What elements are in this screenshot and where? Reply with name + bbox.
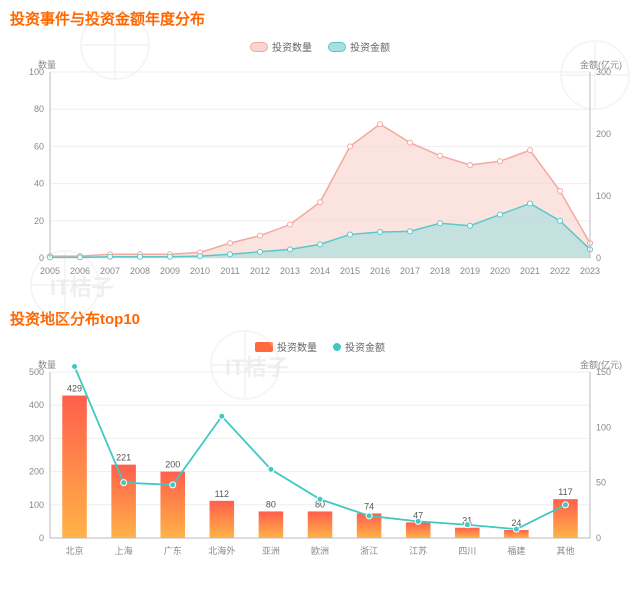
svg-text:0: 0 — [39, 533, 44, 543]
svg-text:400: 400 — [29, 400, 44, 410]
svg-text:2017: 2017 — [400, 266, 420, 276]
y-left-label: 数量 — [38, 58, 56, 71]
chart2-title: 投资地区分布top10 — [10, 308, 630, 329]
svg-text:20: 20 — [34, 216, 44, 226]
chart2-plot: 数量 金额(亿元) 0100200300400500050100150429北京… — [10, 360, 630, 560]
y-right-label: 金额(亿元) — [580, 358, 622, 371]
svg-text:2005: 2005 — [40, 266, 60, 276]
svg-text:福建: 福建 — [507, 545, 525, 556]
svg-text:100: 100 — [596, 422, 611, 432]
chart1-title: 投资事件与投资金额年度分布 — [10, 8, 630, 29]
svg-text:2021: 2021 — [520, 266, 540, 276]
y-right-label: 金额(亿元) — [580, 58, 622, 71]
svg-text:2015: 2015 — [340, 266, 360, 276]
svg-text:江苏: 江苏 — [409, 545, 427, 556]
legend-label: 投资数量 — [277, 339, 317, 354]
svg-text:浙江: 浙江 — [360, 545, 378, 556]
svg-text:2007: 2007 — [100, 266, 120, 276]
svg-text:50: 50 — [596, 478, 606, 488]
svg-text:100: 100 — [29, 500, 44, 510]
svg-text:60: 60 — [34, 141, 44, 151]
legend-swatch-amount — [333, 343, 341, 351]
svg-text:117: 117 — [558, 487, 572, 497]
svg-text:2023: 2023 — [580, 266, 600, 276]
chart1-legend: 投资数量 投资金额 — [10, 39, 630, 54]
svg-text:112: 112 — [215, 489, 229, 499]
svg-text:2022: 2022 — [550, 266, 570, 276]
svg-text:2013: 2013 — [280, 266, 300, 276]
svg-text:80: 80 — [266, 499, 276, 509]
svg-text:其他: 其他 — [556, 545, 574, 556]
svg-text:欧洲: 欧洲 — [311, 545, 329, 556]
svg-text:四川: 四川 — [458, 546, 476, 556]
svg-text:200: 200 — [596, 129, 611, 139]
svg-text:200: 200 — [165, 460, 180, 470]
svg-text:40: 40 — [34, 179, 44, 189]
svg-text:上海: 上海 — [115, 545, 133, 556]
legend-label: 投资金额 — [350, 39, 390, 54]
legend-swatch-count — [250, 42, 268, 52]
svg-text:亚洲: 亚洲 — [262, 546, 280, 556]
svg-text:0: 0 — [596, 253, 601, 263]
svg-text:300: 300 — [29, 433, 44, 443]
svg-text:2018: 2018 — [430, 266, 450, 276]
svg-text:2009: 2009 — [160, 266, 180, 276]
svg-text:0: 0 — [39, 253, 44, 263]
y-left-label: 数量 — [38, 358, 56, 371]
legend-swatch-amount — [328, 42, 346, 52]
svg-text:北海外: 北海外 — [208, 545, 235, 556]
legend-swatch-count — [255, 342, 273, 352]
chart1-plot: 数量 金额(亿元) 020406080100010020030020052006… — [10, 60, 630, 280]
svg-text:100: 100 — [596, 191, 611, 201]
svg-text:2014: 2014 — [310, 266, 330, 276]
svg-text:2011: 2011 — [220, 266, 239, 276]
svg-text:2019: 2019 — [460, 266, 480, 276]
svg-text:2012: 2012 — [250, 266, 270, 276]
svg-text:2016: 2016 — [370, 266, 390, 276]
svg-text:北京: 北京 — [66, 545, 84, 556]
svg-text:74: 74 — [364, 501, 374, 511]
legend-label: 投资金额 — [345, 339, 385, 354]
svg-text:2008: 2008 — [130, 266, 150, 276]
svg-text:221: 221 — [116, 453, 131, 463]
svg-text:200: 200 — [29, 467, 44, 477]
svg-text:2006: 2006 — [70, 266, 90, 276]
svg-text:80: 80 — [34, 104, 44, 114]
svg-text:429: 429 — [67, 384, 82, 394]
svg-text:2020: 2020 — [490, 266, 510, 276]
svg-text:广东: 广东 — [164, 545, 182, 556]
svg-text:2010: 2010 — [190, 266, 210, 276]
chart2-legend: 投资数量 投资金额 — [10, 339, 630, 354]
svg-text:0: 0 — [596, 533, 601, 543]
legend-label: 投资数量 — [272, 39, 312, 54]
